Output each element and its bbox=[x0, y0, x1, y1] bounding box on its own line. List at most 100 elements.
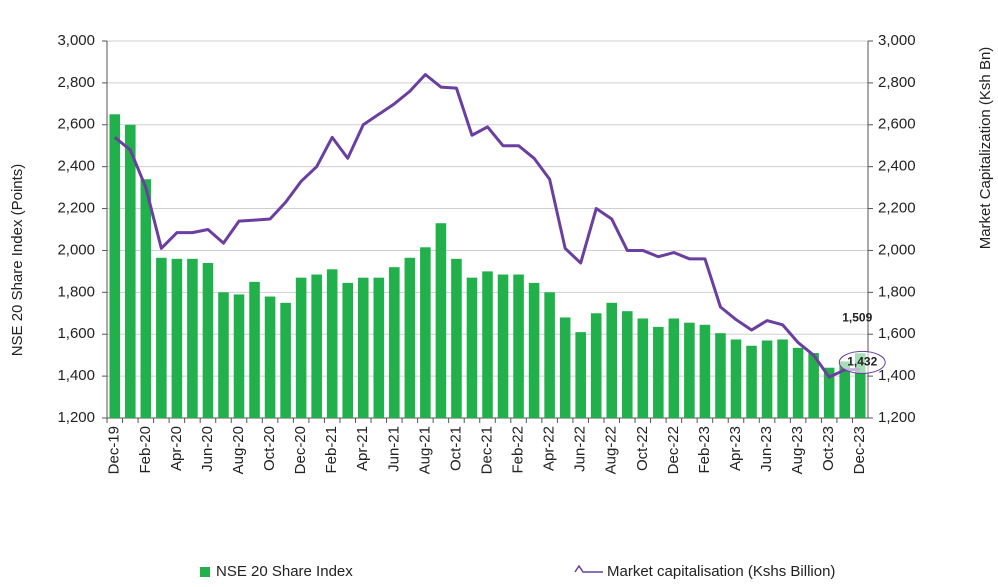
y2-tick-label: 1,600 bbox=[878, 325, 916, 342]
legend-label: NSE 20 Share Index bbox=[216, 563, 353, 580]
bar bbox=[435, 223, 447, 418]
bar bbox=[156, 257, 167, 418]
bar bbox=[668, 318, 680, 418]
x-tick-label: Feb-23 bbox=[696, 426, 713, 474]
y-tick-label: 2,000 bbox=[57, 241, 95, 258]
bar bbox=[777, 339, 788, 418]
bar bbox=[342, 282, 354, 418]
bar bbox=[482, 271, 493, 418]
bar bbox=[621, 311, 633, 418]
x-tick-label: Feb-20 bbox=[137, 426, 154, 474]
y2-tick-label: 1,800 bbox=[878, 283, 916, 300]
bar bbox=[311, 274, 322, 418]
legend-swatch bbox=[574, 564, 603, 573]
y-tick-label: 2,400 bbox=[57, 158, 95, 175]
x-tick-label: Dec-22 bbox=[665, 426, 682, 474]
bar bbox=[497, 274, 509, 418]
x-tick-label: Oct-21 bbox=[447, 426, 464, 471]
bar bbox=[249, 281, 260, 418]
x-tick-label: Apr-20 bbox=[168, 426, 185, 471]
bar bbox=[699, 324, 711, 418]
bar bbox=[280, 302, 291, 418]
y-tick-label: 1,600 bbox=[57, 325, 95, 342]
bar bbox=[637, 318, 649, 418]
x-tick-label: Aug-20 bbox=[230, 426, 247, 474]
bar bbox=[233, 294, 245, 418]
bar bbox=[389, 267, 400, 418]
bar bbox=[839, 361, 850, 418]
bar bbox=[466, 277, 478, 418]
legend-label: Market capitalisation (Kshs Billion) bbox=[607, 563, 835, 580]
x-tick-label: Apr-21 bbox=[354, 426, 371, 471]
x-tick-label: Apr-22 bbox=[541, 426, 558, 471]
y2-axis-title: Market Capitalization (Ksh Bn) bbox=[977, 47, 994, 250]
x-tick-label: Oct-20 bbox=[261, 426, 278, 471]
x-tick-label: Oct-23 bbox=[820, 426, 837, 471]
bar bbox=[264, 296, 276, 418]
bar bbox=[684, 322, 695, 418]
y2-tick-label: 3,000 bbox=[878, 32, 916, 49]
bar bbox=[451, 258, 462, 418]
label-ellipse bbox=[838, 350, 886, 374]
bar bbox=[746, 345, 757, 418]
x-tick-label: Feb-22 bbox=[510, 426, 527, 474]
y-tick-label: 1,800 bbox=[57, 283, 95, 300]
bar bbox=[792, 347, 804, 418]
y-tick-label: 1,400 bbox=[57, 367, 95, 384]
bar bbox=[528, 282, 540, 418]
y2-tick-label: 1,400 bbox=[878, 367, 916, 384]
bar bbox=[357, 277, 369, 418]
y-tick-label: 1,200 bbox=[57, 409, 95, 426]
bar bbox=[326, 269, 338, 418]
y2-tick-label: 2,800 bbox=[878, 74, 916, 91]
x-tick-label: Apr-23 bbox=[727, 426, 744, 471]
y-axis-title: NSE 20 Share Index (Points) bbox=[9, 164, 26, 357]
x-tick-label: Aug-22 bbox=[603, 426, 620, 474]
x-tick-label: Jun-22 bbox=[572, 426, 589, 472]
x-tick-label: Aug-23 bbox=[789, 426, 806, 474]
bar bbox=[575, 332, 586, 418]
y2-tick-label: 2,600 bbox=[878, 116, 916, 133]
x-tick-label: Jun-20 bbox=[199, 426, 216, 472]
bar bbox=[590, 313, 602, 418]
bar bbox=[171, 258, 183, 418]
bar bbox=[420, 247, 431, 418]
bar bbox=[808, 353, 819, 418]
y-tick-label: 2,800 bbox=[57, 74, 95, 91]
bar bbox=[295, 277, 307, 418]
bar bbox=[559, 317, 571, 418]
bar bbox=[125, 124, 136, 419]
bar bbox=[730, 339, 742, 418]
x-tick-label: Dec-19 bbox=[106, 426, 123, 474]
bar bbox=[218, 292, 229, 418]
x-tick-label: Dec-21 bbox=[478, 426, 495, 474]
x-tick-label: Dec-20 bbox=[292, 426, 309, 474]
y-tick-label: 2,600 bbox=[57, 116, 95, 133]
bar bbox=[854, 353, 866, 418]
bar bbox=[544, 292, 555, 418]
y2-tick-label: 2,000 bbox=[878, 241, 916, 258]
y2-tick-label: 2,400 bbox=[878, 158, 916, 175]
bar bbox=[823, 367, 835, 418]
bar bbox=[404, 257, 416, 418]
legend-swatch bbox=[200, 567, 210, 577]
x-tick-label: Aug-21 bbox=[416, 426, 433, 474]
bar bbox=[513, 274, 524, 418]
y-tick-label: 3,000 bbox=[57, 32, 95, 49]
y2-tick-label: 1,200 bbox=[878, 409, 916, 426]
bar bbox=[373, 277, 385, 418]
bar-value-label: 1,509 bbox=[842, 310, 872, 324]
x-tick-label: Jun-23 bbox=[758, 426, 775, 472]
x-tick-label: Jun-21 bbox=[385, 426, 402, 472]
bar bbox=[653, 326, 664, 418]
bar bbox=[202, 263, 214, 418]
bar bbox=[606, 302, 618, 418]
bar bbox=[715, 333, 726, 418]
bar bbox=[109, 114, 121, 419]
x-tick-label: Feb-21 bbox=[323, 426, 340, 474]
bar bbox=[761, 340, 773, 418]
bar bbox=[187, 258, 198, 418]
line bbox=[113, 73, 861, 379]
x-tick-label: Dec-23 bbox=[851, 426, 868, 474]
